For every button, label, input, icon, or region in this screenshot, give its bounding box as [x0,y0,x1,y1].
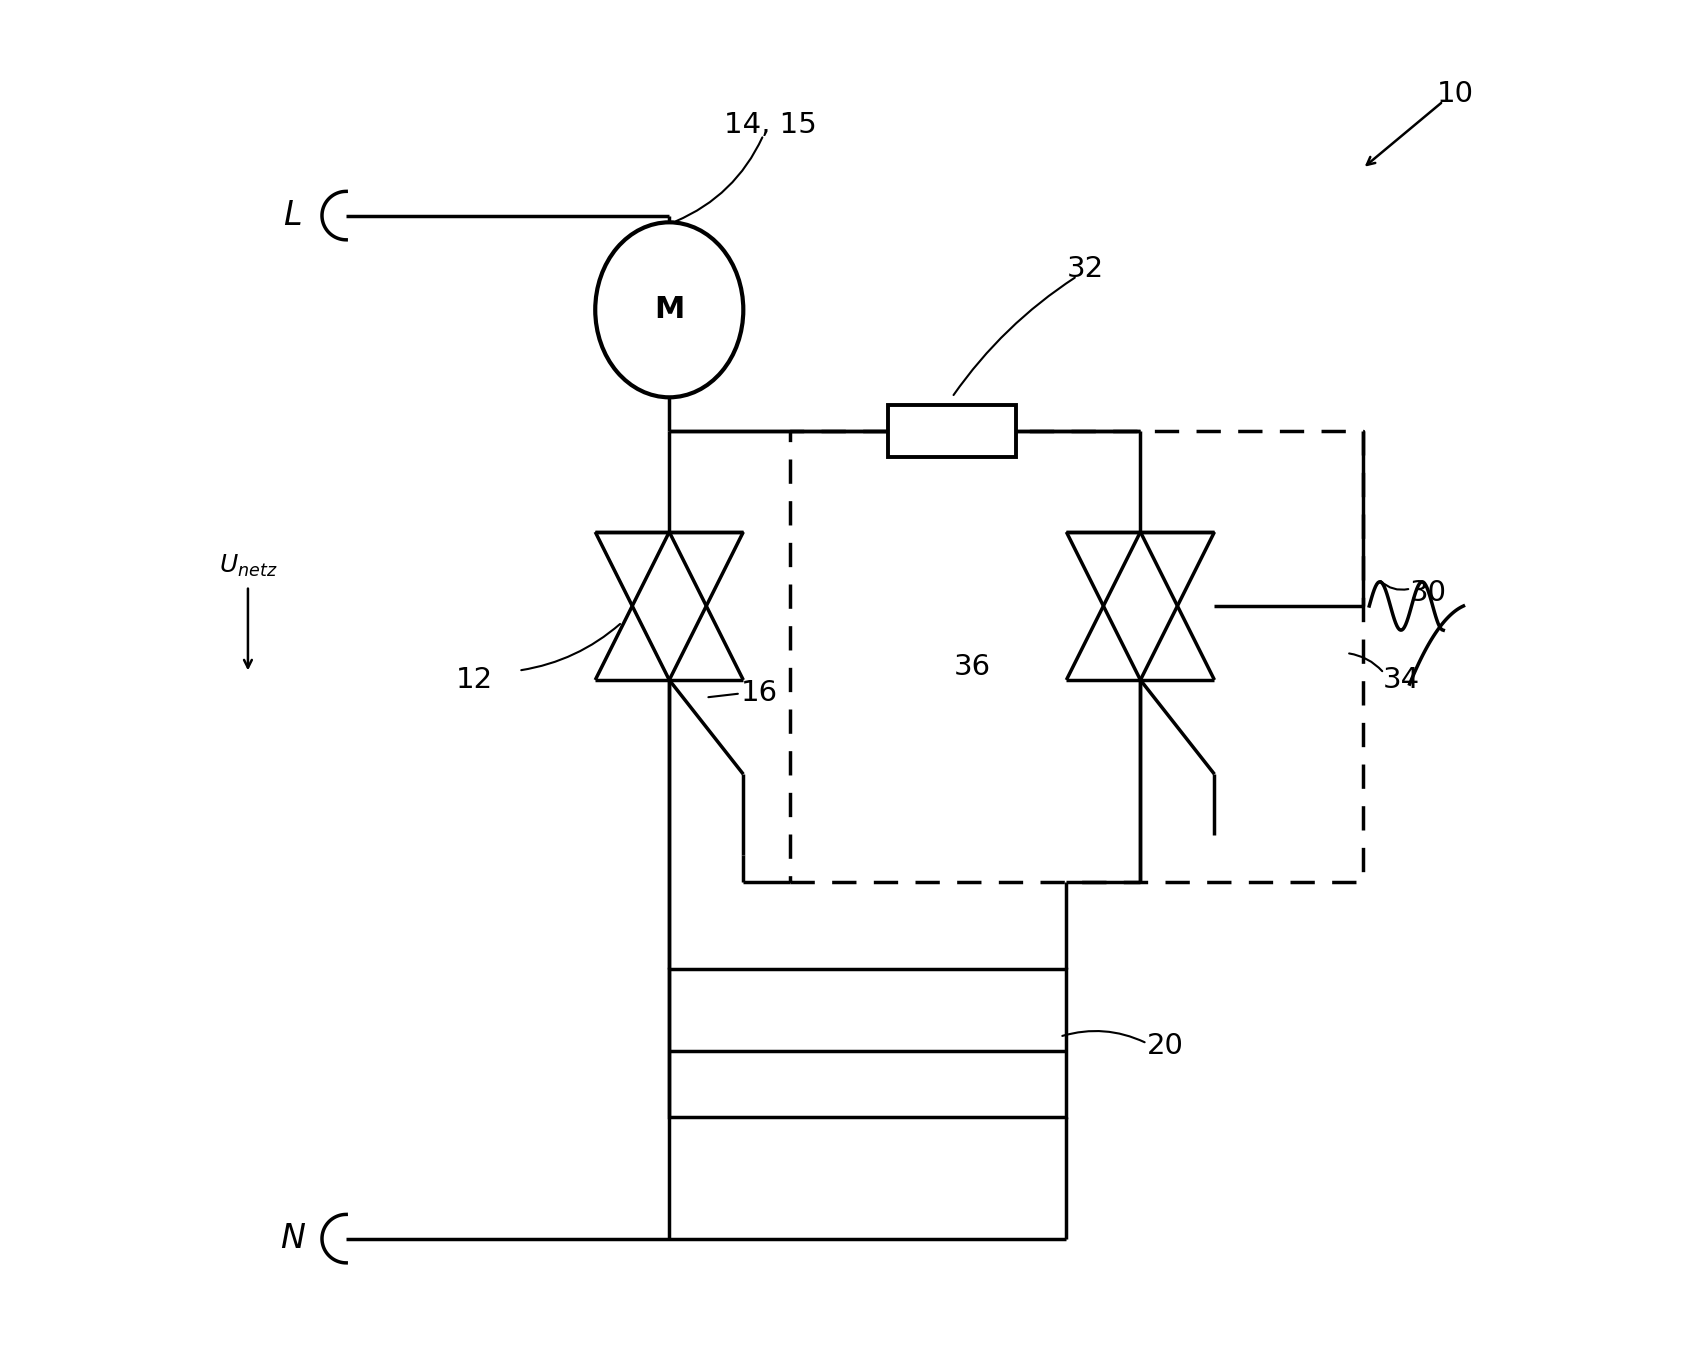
Text: 16: 16 [740,680,778,707]
Text: 36: 36 [953,653,991,680]
Text: 34: 34 [1382,666,1419,694]
Text: 10: 10 [1436,80,1474,109]
Text: 12: 12 [456,666,492,694]
Text: 32: 32 [1067,256,1103,283]
Text: N: N [279,1223,305,1255]
Bar [669,970,1067,1118]
Text: L: L [283,199,301,233]
Text: M: M [654,295,684,324]
Text: 20: 20 [1147,1032,1185,1061]
Bar [888,405,1016,457]
Text: 14, 15: 14, 15 [723,112,817,140]
Text: 30: 30 [1409,578,1447,607]
Text: $U_{netz}$: $U_{netz}$ [218,552,277,579]
